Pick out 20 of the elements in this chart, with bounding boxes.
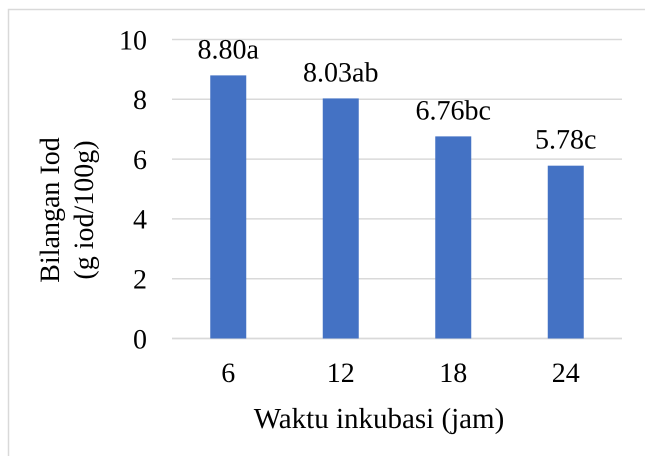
bar (210, 75, 246, 338)
y-tick-label: 8 (133, 85, 147, 116)
y-axis-title: Bilangan Iod (g iod/100g) (34, 137, 100, 283)
y-tick-label: 4 (133, 204, 147, 236)
data-label: 6.76bc (416, 95, 491, 126)
y-tick-label: 6 (133, 144, 147, 176)
x-axis-title: Waktu inkubasi (jam) (254, 403, 504, 435)
data-label: 5.78c (535, 124, 596, 156)
bar (548, 166, 584, 338)
y-tick-label: 10 (119, 25, 147, 56)
x-tick-label: 18 (439, 358, 468, 389)
y-tick-label: 0 (133, 324, 147, 356)
y-tick-label: 2 (133, 264, 147, 296)
x-tick-label: 6 (221, 358, 236, 389)
bar (322, 98, 359, 338)
data-label: 8.80a (198, 34, 260, 66)
bar (435, 136, 472, 338)
data-label: 8.03ab (303, 57, 378, 88)
x-tick-label: 24 (552, 358, 580, 389)
x-tick-label: 12 (326, 358, 355, 389)
